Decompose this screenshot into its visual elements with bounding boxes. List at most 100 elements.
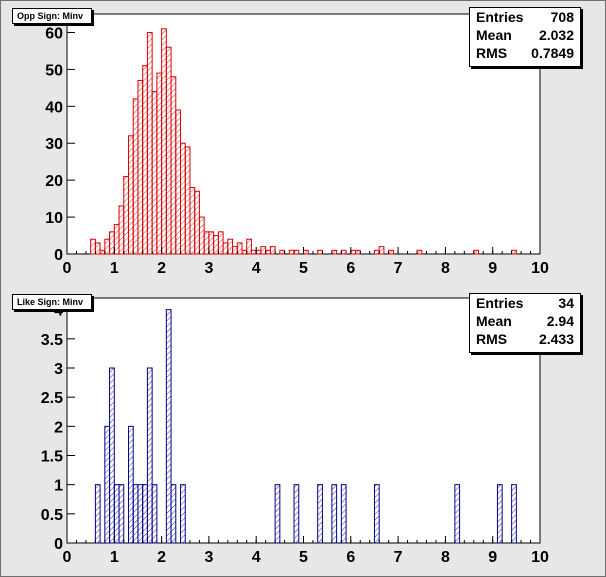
histogram-bar	[350, 249, 357, 255]
histogram-bar	[317, 249, 323, 255]
y-tick-label: 20	[45, 173, 63, 190]
histogram-bar	[373, 249, 380, 255]
stats-label: Mean	[476, 27, 512, 43]
histogram-bar	[194, 190, 200, 255]
histogram-bar	[511, 249, 517, 255]
histogram-title[interactable]: Opp Sign: Minv	[12, 8, 92, 24]
y-tick-label: 10	[45, 210, 63, 227]
y-tick-label: 2	[54, 419, 63, 436]
histogram-bar	[317, 484, 323, 544]
histogram-bar	[132, 98, 139, 255]
histogram-bar	[288, 249, 295, 255]
histogram-bar	[127, 425, 134, 544]
histogram-bar	[151, 91, 158, 255]
histogram-bar	[208, 231, 215, 255]
y-tick-label: 50	[45, 62, 63, 79]
histogram-bar	[373, 484, 380, 544]
stats-value: 708	[550, 9, 574, 25]
x-tick-label: 8	[441, 549, 450, 566]
stats-label: RMS	[476, 45, 508, 61]
stats-value: 2.433	[538, 331, 574, 347]
x-tick-label: 0	[63, 549, 72, 566]
histogram-bar	[99, 249, 106, 255]
histogram-bar	[189, 187, 196, 255]
histogram-bar	[255, 249, 262, 255]
stats-value: 34	[558, 295, 574, 311]
stats-label: RMS	[476, 331, 508, 347]
histogram-bar	[241, 249, 248, 255]
y-tick-label: 40	[45, 99, 63, 116]
x-tick-label: 6	[346, 260, 355, 277]
y-tick-label: 4	[54, 303, 63, 320]
histogram-bar	[293, 484, 300, 544]
histogram-bar	[340, 484, 347, 544]
x-tick-label: 2	[157, 260, 166, 277]
histogram-bar	[227, 238, 234, 255]
histogram-bar	[180, 484, 186, 544]
histogram-bar	[165, 46, 172, 255]
y-tick-label: 1.5	[41, 449, 63, 466]
histogram-title[interactable]: Like Sign: Minv	[12, 294, 93, 310]
histogram-bar	[246, 238, 252, 255]
histogram-bar	[260, 246, 267, 255]
histogram-bar	[279, 249, 286, 255]
histogram-bar	[161, 28, 167, 255]
histogram-bar	[274, 484, 281, 544]
histogram-bar	[118, 484, 125, 544]
histogram-bar	[203, 231, 210, 255]
x-tick-label: 5	[299, 549, 308, 566]
histogram-bar	[293, 249, 300, 255]
stats-row-rms: RMS 2.433	[470, 330, 580, 348]
histogram-like-sign: 0 1 2 3 4 5 6 7 8 9 10 0 0.5 1 1.5 2 2.5 3 3.5 4	[41, 297, 549, 566]
histogram-bar	[104, 238, 111, 255]
stats-value: 2.032	[538, 27, 574, 43]
histogram-bar	[151, 484, 158, 544]
histogram-bar	[496, 484, 503, 544]
histogram-bar	[127, 135, 134, 255]
stats-box[interactable]: Entries 708 Mean 2.032 RMS 0.7849	[469, 7, 581, 67]
stats-row-mean: Mean 2.032	[470, 26, 580, 44]
stats-box[interactable]: Entries 34 Mean 2.94 RMS 2.433	[469, 293, 581, 353]
histogram-bar	[222, 242, 229, 255]
histogram-bar	[303, 249, 309, 255]
stats-value: 2.94	[546, 313, 574, 329]
histogram-bar	[184, 146, 191, 255]
histogram-bar	[132, 484, 139, 544]
stats-value: 0.7849	[531, 45, 574, 61]
histogram-bar	[388, 249, 394, 255]
x-tick-label: 8	[441, 260, 450, 277]
histogram-bar	[170, 484, 177, 544]
histogram-pad-opp-sign: 0 1 2 3 4 5 6 7 8 9 10 0 10 20 30 40 50 60 Opp Sign: Minv…	[5, 4, 601, 281]
stats-label: Entries	[476, 295, 524, 311]
x-tick-label: 9	[488, 260, 497, 277]
stats-row-entries: Entries 34	[470, 294, 580, 312]
histogram-bar	[94, 242, 101, 255]
x-tick-label: 3	[204, 549, 213, 566]
histogram-bar	[170, 76, 177, 255]
histogram-bar	[118, 205, 125, 255]
histogram-bar	[331, 249, 338, 255]
histogram-bar	[232, 246, 238, 255]
histogram-bar	[109, 367, 115, 544]
histogram-bar	[454, 484, 461, 544]
stats-label: Mean	[476, 313, 512, 329]
histogram-bar	[416, 249, 423, 255]
histogram-bar	[90, 238, 96, 255]
histogram-bar	[137, 79, 144, 255]
histogram-bar	[146, 31, 153, 255]
histogram-bar	[269, 246, 276, 255]
y-tick-label: 30	[45, 136, 63, 153]
histogram-bar	[109, 231, 115, 255]
x-tick-label: 7	[394, 260, 403, 277]
x-tick-label: 1	[110, 260, 119, 277]
y-tick-label: 0.5	[41, 507, 63, 524]
x-tick-label: 10	[531, 549, 549, 566]
x-tick-label: 2	[157, 549, 166, 566]
histogram-bar	[156, 72, 163, 255]
x-tick-label: 9	[488, 549, 497, 566]
histogram-bar	[198, 216, 205, 255]
stats-row-rms: RMS 0.7849	[470, 44, 580, 62]
histogram-pad-like-sign: 0 1 2 3 4 5 6 7 8 9 10 0 0.5 1 1.5 2 2.5 3 3.5 4 Like Sign:…	[5, 290, 601, 572]
histogram-bar	[265, 249, 271, 255]
